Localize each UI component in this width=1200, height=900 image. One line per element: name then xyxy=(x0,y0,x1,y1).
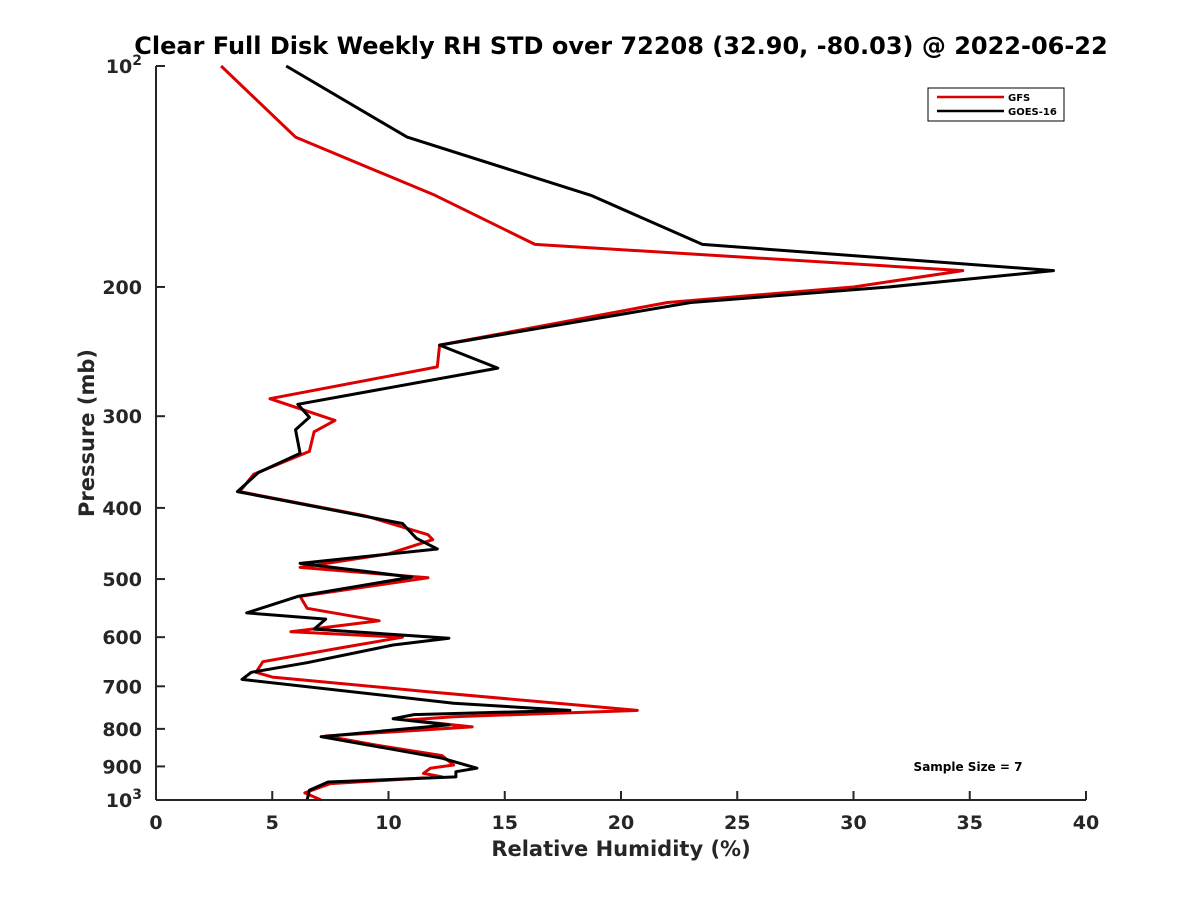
y-tick-label: 900 xyxy=(102,756,142,778)
y-tick-label: 800 xyxy=(102,719,142,741)
x-tick-label: 0 xyxy=(149,812,162,834)
legend: GFS GOES-16 xyxy=(927,87,1065,122)
legend-label-gfs: GFS xyxy=(1008,93,1030,104)
x-tick-label: 30 xyxy=(840,812,866,834)
plot-area xyxy=(156,66,1086,800)
y-tick-label: 103 xyxy=(106,787,142,812)
y-tick-label: 300 xyxy=(102,406,142,428)
x-axis-label: Relative Humidity (%) xyxy=(491,837,750,861)
series-lines xyxy=(220,64,1055,802)
y-tick-label: 200 xyxy=(102,277,142,299)
y-axis-label: Pressure (mb) xyxy=(75,349,99,517)
y-tick-label: 400 xyxy=(102,498,142,520)
x-tick-label: 5 xyxy=(266,812,279,834)
x-tick-label: 40 xyxy=(1073,812,1099,834)
x-tick-label: 25 xyxy=(724,812,750,834)
legend-label-goes16: GOES-16 xyxy=(1008,107,1057,118)
x-tick-label: 20 xyxy=(608,812,634,834)
y-tick-label: 500 xyxy=(102,569,142,591)
series-line-gfs xyxy=(220,64,965,802)
sample-size-annotation: Sample Size = 7 xyxy=(914,760,1023,774)
y-tick-label: 600 xyxy=(102,627,142,649)
legend-box xyxy=(927,87,1065,122)
x-tick-label: 10 xyxy=(375,812,401,834)
x-tick-label: 15 xyxy=(492,812,518,834)
chart-title: Clear Full Disk Weekly RH STD over 72208… xyxy=(134,32,1107,60)
y-axis-ticks: 102 200 300 400 500 600 700 800 900 103 xyxy=(102,53,165,812)
x-axis-ticks: 0 5 10 15 20 25 30 35 40 xyxy=(149,791,1099,834)
x-tick-label: 35 xyxy=(957,812,983,834)
y-tick-label: 102 xyxy=(106,53,142,78)
y-tick-label: 700 xyxy=(102,676,142,698)
series-line-goes16 xyxy=(235,64,1055,801)
